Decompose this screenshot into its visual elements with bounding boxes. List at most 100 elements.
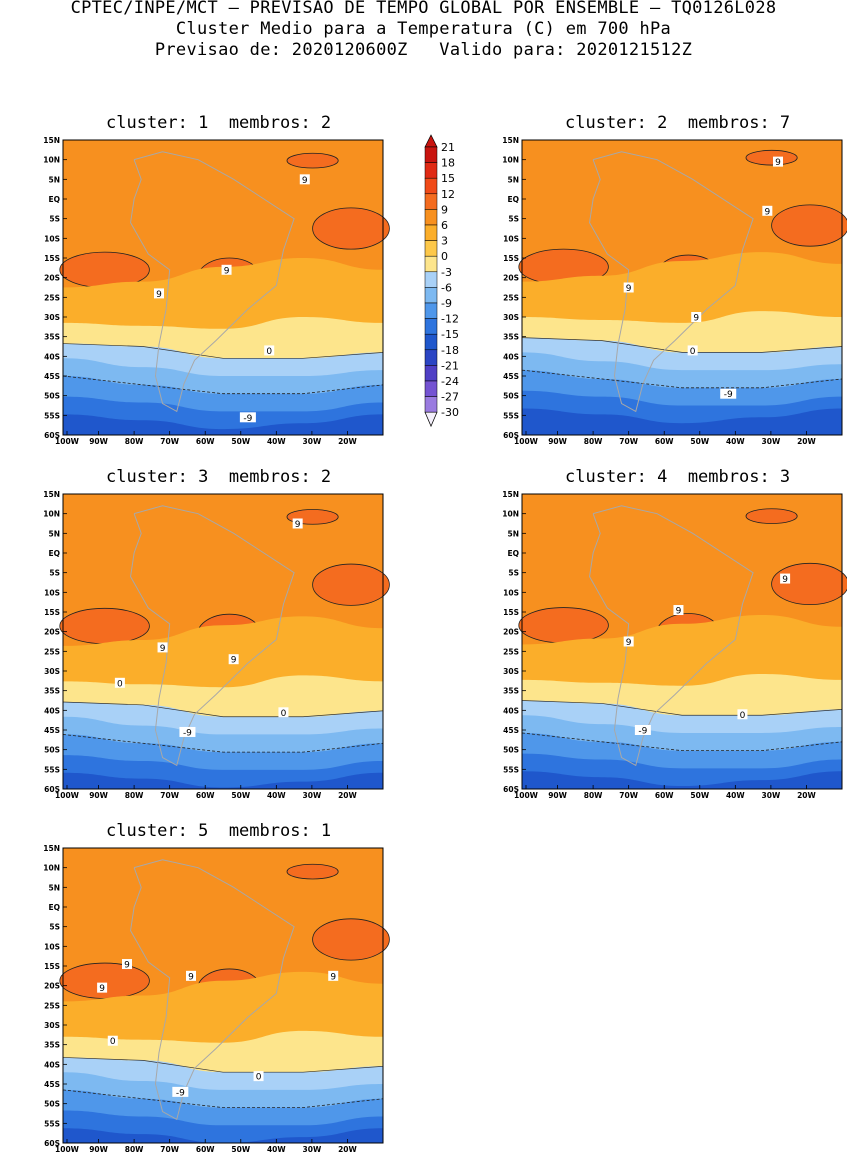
isoline-minus-9 [62, 1089, 384, 1108]
lat-label: 45S [44, 372, 60, 381]
lat-label: 15S [44, 254, 60, 263]
lon-label: 40W [726, 791, 745, 800]
colorbar-swatch [424, 380, 438, 397]
lat-label: 55S [503, 765, 519, 774]
contour-label-box [179, 726, 196, 737]
colorbar-swatch [424, 240, 438, 257]
lat-label: 10S [44, 588, 60, 597]
lat-label: 60S [44, 785, 60, 794]
lon-label: 50W [231, 1145, 250, 1154]
lat-label: 10N [502, 510, 519, 519]
contour-label-box [172, 1086, 189, 1097]
contour-label-box [253, 1071, 264, 1082]
contour-label-box [691, 312, 702, 322]
contour-label: 0 [690, 347, 696, 357]
contour-label: 9 [224, 266, 230, 276]
lat-label: 60S [503, 785, 519, 794]
warm-core-4 [286, 863, 339, 880]
colorbar-label: -9 [441, 297, 452, 310]
contour-label-box [634, 725, 651, 735]
colorbar-label: -27 [441, 391, 459, 404]
colorbar-label: -6 [441, 281, 452, 294]
lat-label: 20S [44, 628, 60, 637]
colorbar-swatch [424, 255, 438, 273]
lon-label: 80W [125, 791, 144, 800]
lat-label: EQ [49, 195, 61, 204]
lat-label: 40S [503, 706, 519, 715]
lat-label: 35S [44, 687, 60, 696]
contour-label: 0 [740, 711, 746, 721]
lat-label: 35S [44, 333, 60, 342]
temperature-band-7 [63, 772, 383, 789]
continent-outline [130, 505, 295, 767]
colorbar-swatch [424, 365, 438, 382]
lon-label: 30W [762, 791, 781, 800]
panel-title-1: cluster: 1 membros: 2 [106, 113, 332, 133]
colorbar-swatch [424, 318, 438, 335]
continent-outline [589, 151, 754, 413]
continent-outline [130, 151, 295, 413]
colorbar-label: 12 [441, 188, 455, 201]
contour-label: 9 [302, 176, 308, 186]
lat-label: 50S [503, 746, 519, 755]
isoline-minus-9 [62, 375, 384, 395]
colorbar-swatch [424, 271, 438, 288]
lat-label: 55S [44, 1119, 60, 1128]
colorbar-swatch [424, 146, 438, 163]
colorbar-label: 3 [441, 235, 448, 248]
contour-label: 9 [156, 290, 162, 300]
contour-label: 0 [256, 1073, 262, 1083]
lon-label: 60W [196, 437, 215, 446]
contour-label: 0 [266, 347, 272, 357]
colorbar-swatch [424, 302, 438, 319]
contour-label: -9 [183, 728, 192, 738]
lon-label: 40W [267, 791, 286, 800]
lat-label: 40S [44, 706, 60, 715]
lon-label: 60W [196, 791, 215, 800]
colorbar-swatch [424, 177, 438, 195]
lon-label: 20W [338, 437, 357, 446]
lat-label: 40S [44, 352, 60, 361]
lon-label: 40W [267, 437, 286, 446]
lon-label: 30W [303, 791, 322, 800]
lat-label: 5S [508, 215, 519, 224]
colorbar-label: -12 [441, 313, 459, 326]
contour-label: 9 [160, 644, 166, 654]
panel-title-3: cluster: 3 membros: 2 [106, 467, 332, 487]
map-frame [521, 493, 843, 790]
lat-label: 50S [44, 1100, 60, 1109]
contour-label: 9 [676, 607, 682, 617]
contour-label-box [186, 970, 196, 981]
warm-core-1 [518, 607, 609, 644]
lon-label: 90W [548, 791, 567, 800]
temperature-band-7 [522, 408, 842, 435]
contour-label-box [328, 970, 339, 981]
colorbar-label: 6 [441, 219, 448, 232]
lon-label: 20W [797, 791, 816, 800]
lon-label: 80W [125, 1145, 144, 1154]
contour-label: -9 [176, 1088, 185, 1098]
contour-label: 9 [764, 207, 770, 217]
contour-label-box [762, 205, 773, 216]
continent-outline [130, 859, 295, 1121]
colorbar-swatch [424, 349, 438, 366]
lon-label: 40W [726, 437, 745, 446]
warm-core-1 [59, 607, 150, 645]
lat-label: 10S [503, 234, 519, 243]
contour-label: 9 [231, 656, 237, 666]
lat-label: 15S [44, 608, 60, 617]
contour-label: 0 [281, 709, 287, 719]
lat-label: 30S [44, 1021, 60, 1030]
lat-label: 5S [508, 569, 519, 578]
lon-label: 80W [584, 791, 603, 800]
continent-outline [589, 505, 754, 767]
header-line-1: CPTEC/INPE/MCT – PREVISAO DE TEMPO GLOBA… [70, 0, 777, 18]
lon-label: 80W [584, 437, 603, 446]
colorbar-swatch [424, 193, 438, 210]
colorbar-label: -24 [441, 375, 459, 388]
lat-label: 15N [43, 136, 60, 145]
lon-label: 20W [338, 791, 357, 800]
temperature-band-7 [522, 771, 842, 789]
map-panel-1: 15N 10N 5N EQ 5S 10S 15S 20S 25S 30S 35S 40S 45S 50S 5… [43, 136, 390, 446]
lat-label: 60S [503, 431, 519, 440]
